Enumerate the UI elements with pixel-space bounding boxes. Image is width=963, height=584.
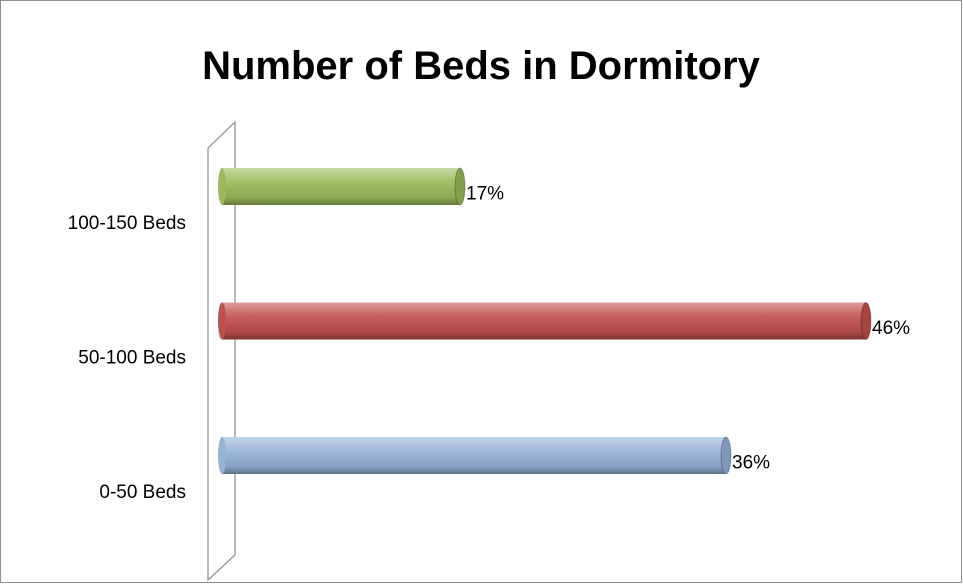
bar (218, 302, 872, 340)
chart-title: Number of Beds in Dormitory (202, 44, 761, 88)
bar-start-cap (218, 437, 226, 474)
bar-shade (222, 437, 726, 474)
bar-start-cap (218, 168, 226, 205)
bar (218, 436, 732, 475)
y-tick-label: 50-100 Beds (78, 348, 186, 369)
y-tick-label: 0-50 Beds (99, 482, 186, 503)
bar-end-cap (454, 167, 466, 206)
bar-end-cap (860, 302, 872, 340)
data-label: 17% (466, 184, 504, 205)
bar-shade (222, 302, 866, 340)
y-tick-label: 100-150 Beds (68, 213, 186, 234)
data-label: 46% (872, 318, 910, 339)
bar-start-cap (218, 302, 226, 340)
bar-end-cap (720, 436, 732, 475)
axis-wall (207, 120, 236, 582)
bar (218, 167, 466, 206)
data-label: 36% (732, 453, 770, 474)
bar-shade (222, 168, 460, 205)
